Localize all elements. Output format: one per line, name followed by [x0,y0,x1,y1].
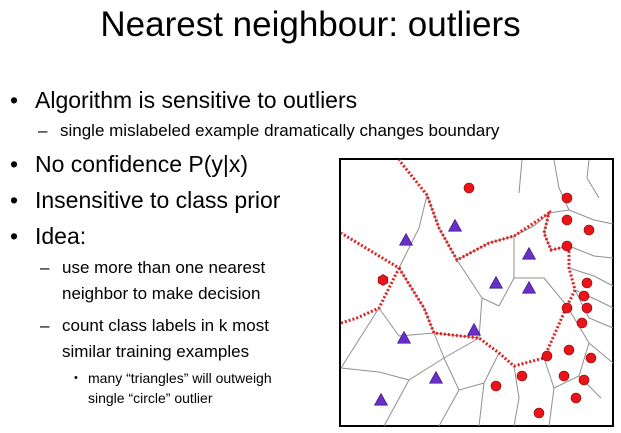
bullet-no-confidence: • No confidence P(y|x) [10,151,249,177]
voronoi-diagram [339,158,614,427]
sub-bullet-mislabeled: – single mislabeled example dramatically… [38,121,500,140]
cell-edge [340,307,380,369]
circle-point [561,192,573,204]
bullet-dot: • [10,187,19,213]
cell-edge [478,297,483,339]
cell-edge [378,307,435,337]
triangle-point [396,330,412,344]
slide-title: Nearest neighbour: outliers [100,5,521,44]
bullet-class-prior: • Insensitive to class prior [10,187,281,213]
bullet-dot: • [10,223,19,249]
cell-edge [383,337,480,427]
cell-edge [513,209,570,237]
subsub-bullet-circle-outlier: single “circle” outlier [88,390,213,406]
dash-marker: – [40,316,50,335]
bullet-dot: • [74,372,78,384]
triangle-point [398,232,414,246]
boundary-line [340,231,401,325]
sub-bullet-count-labels-cont: similar training examples [62,342,250,361]
circle-point [561,240,573,252]
subsub-bullet-triangles: • many “triangles” will outweigh [74,370,272,386]
circle-points [377,182,597,419]
bullet-sensitive-outliers: • Algorithm is sensitive to outliers [10,87,358,113]
sub-bullet-more-neighbors-cont: neighbor to make decision [62,284,261,303]
circle-point [561,302,573,314]
cell-edge [398,194,428,269]
circle-point [581,302,593,314]
cell-edge [514,277,568,307]
triangle-point [521,280,537,294]
cell-edge [586,159,600,199]
triangle-point [488,275,504,289]
cell-edge [568,267,614,287]
triangle-point [521,246,537,260]
circle-point [533,407,545,419]
bullet-dot: • [10,151,19,177]
circle-point [585,352,597,364]
circle-point [578,374,590,386]
circle-point [561,214,573,226]
circle-point [541,350,553,362]
circle-point [583,224,595,236]
triangle-point [466,322,482,336]
triangle-point [373,392,389,406]
cell-edge [443,357,460,391]
cell-edge [543,357,555,389]
circle-point [563,344,575,356]
decision-boundary [340,159,577,368]
circle-point [558,370,570,382]
triangle-point [428,370,444,384]
cell-edge [574,289,614,329]
outlier-circle-point [377,274,389,286]
triangle-points [373,218,537,406]
dash-marker: – [40,258,50,277]
bullet-dot: • [10,87,19,113]
circle-point [578,290,590,302]
circle-point [570,392,582,404]
circle-point [516,370,528,382]
cell-edge [513,365,520,427]
cell-edge [518,159,523,194]
cell-edge [568,245,614,259]
sub-bullet-more-neighbors: – use more than one nearest [40,258,266,277]
dash-marker: – [38,121,48,140]
circle-point [490,380,502,392]
circle-point [581,277,593,289]
circle-point [463,182,475,194]
circle-point [576,317,588,329]
bullet-idea: • Idea: [10,223,87,249]
cell-edge [340,367,410,381]
cell-edge [398,267,425,309]
sub-bullet-count-labels: – count class labels in k most [40,316,269,335]
triangle-point [447,218,463,232]
cell-edge [568,209,614,225]
